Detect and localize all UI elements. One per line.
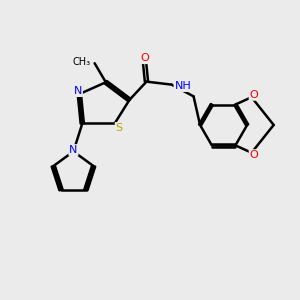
- Text: N: N: [74, 86, 82, 96]
- Text: O: O: [250, 150, 258, 160]
- Text: S: S: [116, 123, 123, 133]
- Text: CH₃: CH₃: [72, 57, 90, 67]
- Text: O: O: [250, 90, 258, 100]
- Text: NH: NH: [174, 81, 191, 91]
- Text: N: N: [69, 145, 78, 155]
- Text: O: O: [140, 53, 148, 63]
